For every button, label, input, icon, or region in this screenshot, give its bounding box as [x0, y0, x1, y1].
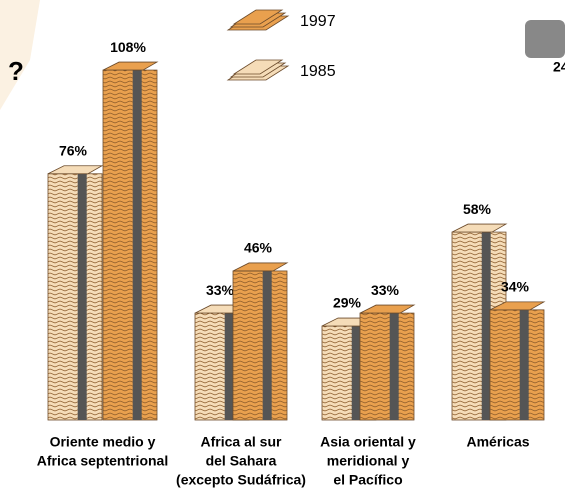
- bar-band: [132, 70, 142, 420]
- x-tick-label: Américas: [466, 434, 529, 450]
- value-label: 33%: [206, 282, 235, 298]
- value-label: 34%: [501, 279, 530, 295]
- x-tick-label: Africa septentrional: [37, 453, 168, 469]
- bar-band: [77, 173, 87, 420]
- legend-label: 1997: [300, 13, 336, 30]
- value-label: 29%: [333, 295, 362, 311]
- value-label: 58%: [463, 201, 492, 217]
- bar-band: [351, 326, 361, 420]
- bar-texture: [233, 270, 287, 420]
- x-tick-label: meridional y: [327, 453, 410, 469]
- bar-top: [232, 262, 289, 272]
- bar-top: [47, 165, 104, 175]
- legend-swatch: [232, 59, 284, 75]
- bar-top: [102, 61, 159, 71]
- bar-top: [451, 223, 508, 233]
- x-tick-label: Oriente medio y: [50, 434, 156, 450]
- bar-top: [359, 304, 416, 314]
- legend-label: 1985: [300, 63, 336, 80]
- bar-top: [489, 301, 546, 311]
- value-label: 33%: [371, 282, 400, 298]
- x-tick-label: (excepto Sudáfrica): [176, 472, 306, 488]
- x-tick-label: Asia oriental y: [320, 434, 416, 450]
- bar-band: [224, 313, 234, 420]
- value-label: 108%: [110, 39, 146, 55]
- x-tick-label: el Pacífico: [333, 472, 402, 488]
- bar-texture: [490, 309, 544, 420]
- bar-texture: [360, 313, 414, 420]
- bar-band: [519, 309, 529, 420]
- corner-label: 24: [553, 59, 565, 75]
- value-label: 46%: [244, 240, 273, 256]
- x-tick-label: del Sahara: [206, 453, 277, 469]
- x-tick-label: Africa al sur: [201, 434, 282, 450]
- corner-icon: [525, 20, 565, 58]
- bar-band: [262, 270, 272, 420]
- bar-band: [481, 232, 491, 420]
- legend-swatch: [232, 9, 284, 25]
- bar-texture: [48, 173, 102, 420]
- bar-band: [389, 313, 399, 420]
- bar-texture: [103, 70, 157, 420]
- background-shape: [0, 0, 40, 110]
- help-icon: ?: [8, 56, 24, 86]
- value-label: 76%: [59, 142, 88, 158]
